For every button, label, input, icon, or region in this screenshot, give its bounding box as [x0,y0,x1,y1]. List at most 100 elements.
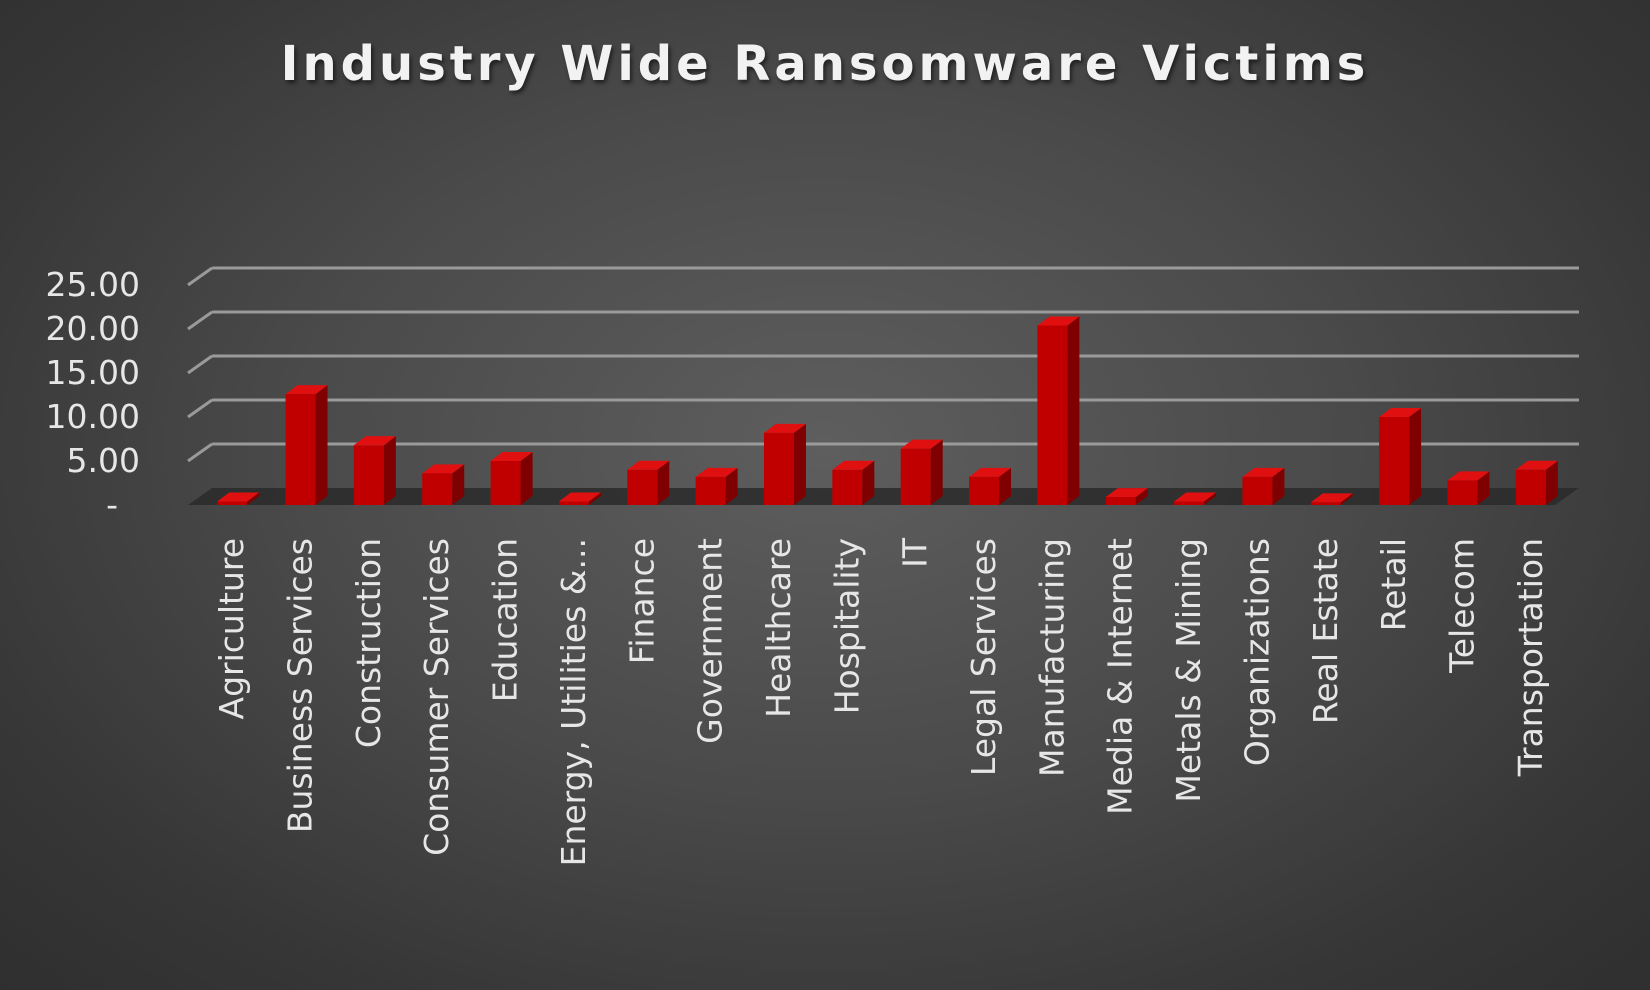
bar-front-14 [1174,501,1205,505]
bar-side-18 [1477,471,1490,505]
bar-front-8 [763,432,794,505]
bar-front-7 [695,476,726,505]
bar-7 [695,467,738,505]
bar-side-5 [588,492,601,505]
bar-side-0 [247,492,260,505]
y-tick-label-0: - [106,485,118,524]
bar-9 [832,460,875,505]
bar-front-11 [969,476,1000,505]
x-tick-label-10: IT [896,537,935,568]
bar-top-2 [353,436,396,446]
y-tick-label-5: 25.00 [46,265,140,304]
bar-top-14 [1174,492,1217,502]
bar-side-4 [520,452,533,505]
bar-top-19 [1515,460,1558,470]
bar-top-13 [1105,488,1148,498]
bar-side-11 [999,467,1012,505]
bar-11 [969,467,1012,505]
bar-side-12 [1067,316,1080,505]
bar-1 [285,385,328,505]
bar-side-9 [862,460,875,505]
x-tick-label-1: Business Services [281,538,320,833]
bar-top-15 [1242,467,1285,477]
gridline-side-3 [187,354,213,375]
bar-15 [1242,467,1285,505]
gridline-side-5 [187,266,213,287]
bar-front-6 [627,469,658,505]
bar-top-9 [832,460,875,470]
bar-front-10 [900,448,931,505]
bar-front-19 [1515,469,1546,505]
bar-front-4 [490,461,521,505]
bar-top-11 [969,467,1012,477]
chart-floor [188,488,1579,505]
x-tick-label-2: Construction [349,538,388,748]
bar-side-2 [383,436,396,505]
bar-front-5 [558,501,589,505]
x-tick-label-4: Education [486,538,525,702]
bar-side-13 [1135,488,1148,505]
bar-top-12 [1037,316,1080,326]
bar-18 [1447,471,1490,505]
bar-0 [217,492,260,505]
x-tick-label-13: Media & Internet [1101,538,1140,815]
x-tick-label-9: Hospitality [827,538,866,714]
bar-front-12 [1037,325,1068,505]
bar-front-0 [217,501,248,505]
bar-12 [1037,316,1080,505]
x-tick-label-7: Government [691,538,730,744]
bar-5 [558,492,601,505]
bar-side-16 [1340,493,1353,505]
bar-front-16 [1310,502,1341,505]
bar-top-1 [285,385,328,395]
chart-title: Industry Wide Ransomware Victims [280,36,1370,92]
bar-6 [627,460,670,505]
x-tick-label-12: Manufacturing [1032,538,1071,777]
bar-17 [1379,408,1422,505]
bar-top-10 [900,439,943,449]
y-tick-label-1: 5.00 [67,441,140,480]
bar-side-19 [1545,460,1558,505]
y-tick-label-2: 10.00 [46,397,140,436]
bar-front-15 [1242,476,1273,505]
bar-side-15 [1272,467,1285,505]
bar-19 [1515,460,1558,505]
bar-side-10 [930,439,943,505]
bar-side-3 [452,464,465,505]
bar-front-1 [285,394,316,505]
y-tick-label-3: 15.00 [46,353,140,392]
y-tick-label-4: 20.00 [46,309,140,348]
bar-side-6 [657,460,670,505]
x-tick-label-14: Metals & Mining [1169,538,1208,803]
bar-front-3 [422,473,453,505]
x-tick-label-18: Telecom [1442,538,1481,674]
gridline-side-4 [187,310,213,331]
bar-front-17 [1379,417,1410,505]
bar-8 [763,423,806,505]
bar-3 [422,464,465,505]
x-tick-label-3: Consumer Services [417,538,456,856]
bar-top-17 [1379,408,1422,417]
x-tick-label-0: Agriculture [212,538,251,719]
bar-side-7 [725,467,738,505]
bar-top-16 [1310,493,1353,503]
bar-side-17 [1409,408,1422,505]
bar-2 [353,436,396,505]
bar-front-2 [353,445,384,505]
x-tick-label-11: Legal Services [964,538,1003,776]
bar-side-8 [793,423,806,505]
bar-top-0 [217,492,260,502]
x-tick-label-15: Organizations [1237,538,1276,766]
bar-top-5 [558,492,601,502]
bar-front-18 [1447,480,1478,505]
bar-top-7 [695,467,738,477]
bar-top-8 [763,423,806,433]
bar-top-3 [422,464,465,474]
x-tick-label-8: Healthcare [759,538,798,718]
x-tick-label-19: Transportation [1511,538,1550,777]
bar-top-6 [627,460,670,470]
bar-front-9 [832,469,863,505]
x-tick-label-16: Real Estate [1306,538,1345,724]
